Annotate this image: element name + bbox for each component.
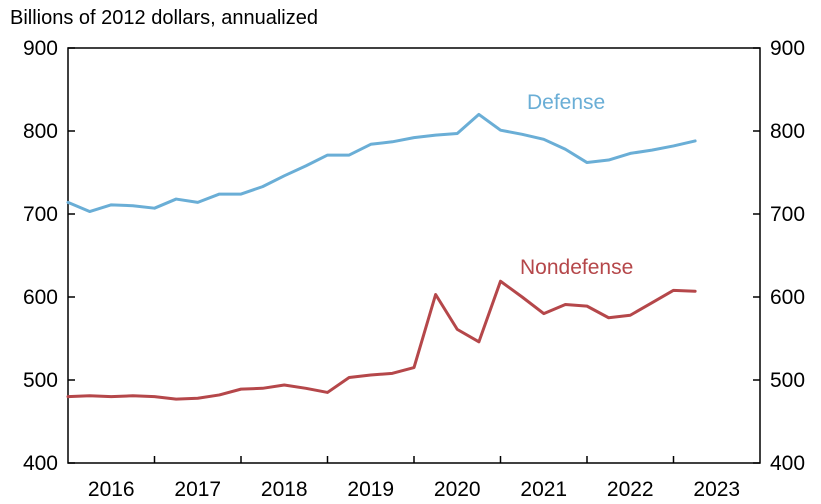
y-axis-right: 400 500 600 700 800 900 <box>753 37 805 475</box>
series-lines <box>66 112 697 401</box>
y-tick-label-right: 800 <box>770 120 805 143</box>
y-tick-label-left: 800 <box>23 120 58 143</box>
series-label-defense: Defense <box>527 91 605 114</box>
y-tick-label-right: 900 <box>770 37 805 60</box>
series-line-nondefense <box>66 279 697 401</box>
y-tick-label-left: 500 <box>23 369 58 392</box>
x-tick-label: 2021 <box>520 478 567 501</box>
y-tick-label-right: 400 <box>770 452 805 475</box>
y-tick-label-left: 600 <box>23 286 58 309</box>
x-tick-label: 2022 <box>607 478 654 501</box>
x-tick-label: 2019 <box>347 478 394 501</box>
x-axis: 2016 2017 2018 2019 2020 2021 2022 2023 <box>88 456 740 501</box>
series-line-defense <box>66 112 697 214</box>
y-tick-label-left: 900 <box>23 37 58 60</box>
y-tick-label-left: 400 <box>23 452 58 475</box>
series-label-nondefense: Nondefense <box>520 256 633 279</box>
plot-frame <box>67 47 761 464</box>
x-tick-label: 2023 <box>693 478 740 501</box>
y-tick-label-left: 700 <box>23 203 58 226</box>
y-tick-label-right: 600 <box>770 286 805 309</box>
x-tick-label: 2016 <box>88 478 135 501</box>
x-tick-label: 2017 <box>174 478 221 501</box>
x-tick-label: 2020 <box>434 478 481 501</box>
x-tick-label: 2018 <box>261 478 308 501</box>
unit-label: Billions of 2012 dollars, annualized <box>10 7 318 29</box>
y-tick-label-right: 700 <box>770 203 805 226</box>
y-tick-label-right: 500 <box>770 369 805 392</box>
y-axis-left: 400 500 600 700 800 900 <box>23 37 75 475</box>
